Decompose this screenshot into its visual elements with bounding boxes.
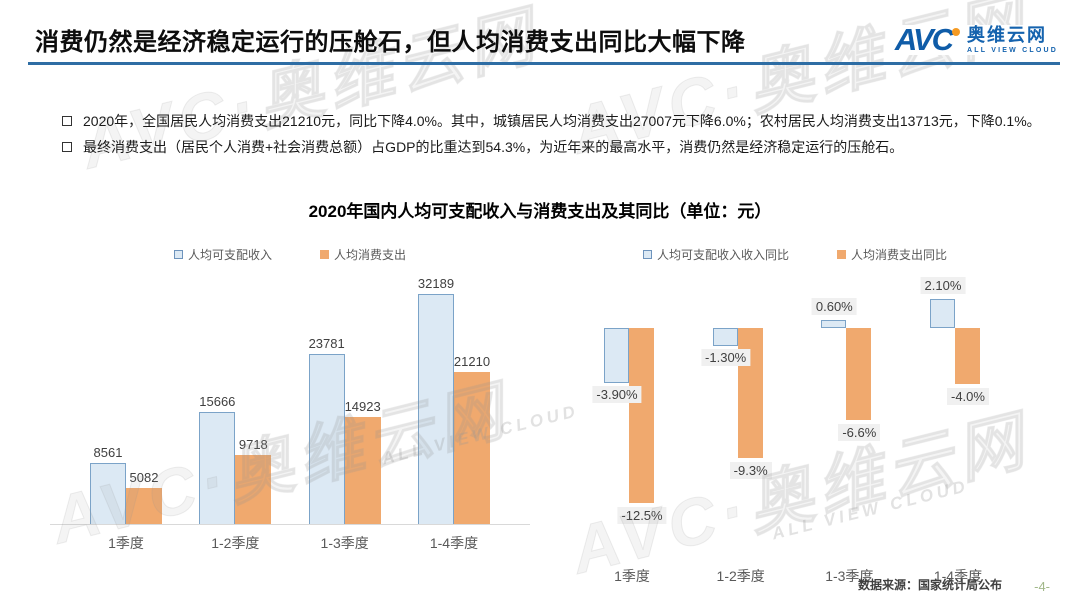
bar-group: 23781 14923 (309, 336, 381, 524)
legend-label: 人均可支配收入 (187, 247, 272, 262)
legend: 人均可支配收入 人均消费支出 (50, 246, 530, 262)
bar-wrap: 5082 (126, 470, 162, 524)
x-axis-labels: 1季度 1-2季度 1-3季度 1-4季度 (50, 533, 530, 553)
income-bar (199, 412, 236, 524)
avc-logo-abbr: AVC (895, 24, 961, 55)
expense-yoy-bar (954, 328, 980, 384)
x-axis-label: 1-4季度 (429, 535, 479, 551)
avc-logo: AVC 奥维云网 ALL VIEW CLOUD (894, 24, 1058, 55)
bar-group: 0.60% -6.6% (801, 268, 897, 556)
yoy-chart: 人均可支配收入收入同比 人均消费支出同比 -3.90% -12.5% -1.30% -… (560, 246, 1030, 586)
income-bar (90, 463, 126, 524)
data-source: 数据来源：国家统计局公布 (857, 578, 1002, 592)
bar-value-label: 14923 (344, 399, 381, 414)
bar-group: -1.30% -9.3% (693, 268, 789, 556)
bar-group: -3.90% -12.5% (584, 268, 680, 556)
bar-plot: 8561 5082 15666 9718 23781 14923 32189 21210 (50, 268, 530, 525)
x-axis-label: 1季度 (614, 568, 650, 584)
bullet-item: 2020年，全国居民人均消费支出21210元，同比下降4.0%。其中，城镇居民人… (62, 108, 1042, 134)
bar-value-label: 2.10% (920, 277, 966, 294)
x-axis-label: 1-2季度 (211, 535, 260, 551)
bullet-text: 最终消费支出（居民个人消费+社会消费总额）占GDP的比重达到54.3%，为近年来… (83, 139, 904, 155)
bar-group: 32189 21210 (418, 276, 490, 524)
x-axis-label: 1-2季度 (716, 568, 765, 584)
income-yoy-bar (604, 328, 629, 383)
bar-value-label: 32189 (417, 276, 455, 291)
header-divider (28, 62, 1060, 65)
bar-wrap: 32189 (418, 276, 454, 524)
legend-swatch-blue-icon (173, 249, 183, 259)
square-bullet-icon (62, 142, 72, 152)
legend-swatch-blue-icon (642, 249, 652, 259)
bar-value-label: -6.6% (838, 424, 881, 441)
legend-label: 人均消费支出同比 (851, 247, 948, 262)
income-bar (308, 354, 345, 524)
legend: 人均可支配收入收入同比 人均消费支出同比 (560, 246, 1030, 262)
expense-yoy-bar (737, 328, 763, 458)
bar-value-label: -9.3% (729, 462, 772, 479)
expense-yoy-bar (846, 328, 872, 420)
x-axis-label: 1季度 (108, 535, 144, 551)
income-expense-chart: 人均可支配收入 人均消费支出 8561 5082 15666 9718 23781 149… (50, 246, 530, 586)
legend-item: 人均可支配收入收入同比 (642, 246, 789, 263)
bar-value-label: 8561 (93, 445, 123, 460)
bar-value-label: -4.0% (946, 388, 989, 405)
x-axis-label: 1-4季度 (933, 568, 983, 584)
income-yoy-bar (821, 320, 847, 328)
page-number: -4- (1034, 579, 1050, 594)
bar-value-label: 23781 (308, 336, 345, 351)
bar-group: 8561 5082 (90, 445, 162, 524)
bar-wrap: 23781 (309, 336, 345, 524)
bullet-item: 最终消费支出（居民个人消费+社会消费总额）占GDP的比重达到54.3%，为近年来… (62, 134, 1042, 160)
bar-group: 15666 9718 (199, 394, 272, 524)
logo-name-cn: 奥维云网 (967, 25, 1048, 45)
bar-group: 2.10% -4.0% (910, 268, 1006, 556)
income-bar (417, 294, 454, 524)
bullet-list: 2020年，全国居民人均消费支出21210元，同比下降4.0%。其中，城镇居民人… (62, 108, 1042, 160)
bar-value-label: 15666 (199, 394, 236, 409)
logo-names: 奥维云网 ALL VIEW CLOUD (967, 26, 1058, 54)
legend-label: 人均可支配收入收入同比 (656, 247, 789, 262)
header: 消费仍然是经济稳定运行的压舱石，但人均消费支出同比大幅下降 AVC 奥维云网 A… (35, 22, 1058, 57)
logo-name-en: ALL VIEW CLOUD (967, 47, 1058, 54)
expense-bar (126, 488, 162, 524)
x-axis-label: 1-3季度 (320, 535, 369, 551)
legend-item: 人均可支配收入 (173, 246, 272, 263)
page-title: 消费仍然是经济稳定运行的压舱石，但人均消费支出同比大幅下降 (35, 29, 746, 56)
bar-value-label: 21210 (453, 354, 491, 369)
bar-wrap: 14923 (345, 399, 381, 524)
x-axis-label: 1-3季度 (825, 568, 874, 584)
bar-value-label: 9718 (238, 437, 268, 452)
chart-title: 2020年国内人均可支配收入与消费支出及其同比（单位：元） (308, 202, 772, 221)
x-axis-labels: 1季度 1-2季度 1-3季度 1-4季度 (560, 566, 1030, 586)
square-bullet-icon (62, 116, 72, 126)
expense-bar (344, 417, 381, 524)
bar-value-label: 0.60% (811, 298, 857, 315)
bar-wrap: 15666 (199, 394, 235, 524)
bar-wrap: 8561 (90, 445, 126, 524)
bar-value-label: -1.30% (701, 349, 751, 366)
expense-bar (235, 455, 272, 524)
legend-swatch-orange-icon (837, 249, 846, 259)
charts-row: 人均可支配收入 人均消费支出 8561 5082 15666 9718 23781 149… (50, 246, 1030, 586)
bar-plot: -3.90% -12.5% -1.30% -9.3% 0.60% -6.6% 2.10% -4… (560, 268, 1030, 556)
legend-label: 人均消费支出 (334, 247, 407, 262)
logo-dot-icon (952, 28, 961, 36)
bar-wrap: 9718 (235, 437, 272, 524)
bar-wrap: 21210 (454, 354, 490, 524)
expense-yoy-bar (629, 328, 654, 503)
legend-item: 人均消费支出 (320, 246, 406, 263)
expense-bar (453, 372, 490, 524)
bar-value-label: -3.90% (592, 386, 642, 403)
legend-item: 人均消费支出同比 (837, 246, 947, 263)
income-yoy-bar (712, 328, 738, 346)
bar-value-label: -12.5% (617, 507, 667, 524)
bullet-text: 2020年，全国居民人均消费支出21210元，同比下降4.0%。其中，城镇居民人… (83, 113, 1041, 129)
bar-value-label: 5082 (129, 470, 159, 485)
legend-swatch-orange-icon (320, 249, 329, 259)
income-yoy-bar (929, 299, 955, 328)
